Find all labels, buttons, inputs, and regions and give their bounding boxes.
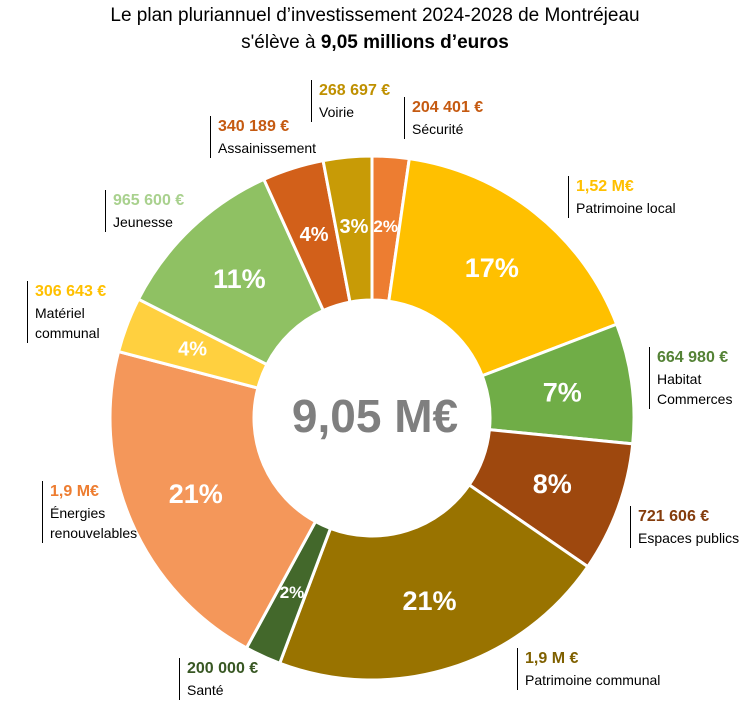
pct-label-materiel: 4% [178,339,207,361]
callout-energies-label-1: Énergies [50,505,106,521]
slice-voirie [321,154,374,304]
callout-patrimoine-local-label: Patrimoine local [576,200,676,216]
chart-title-line2: s'élève à 9,05 millions d’euros [0,29,750,56]
pct-label-voirie: 3% [340,216,369,238]
pct-label-patrimoine-communal: 21% [402,586,456,616]
callout-securite: 204 401 € Sécurité [404,97,483,139]
callout-patrimoine-communal-amount: 1,9 M € [525,650,579,667]
callout-espaces-publics: 721 606 € Espaces publics [630,506,739,548]
callout-sante-label: Santé [187,682,224,698]
callout-assainissement-label: Assainissement [218,140,317,156]
pct-label-energies: 21% [169,479,223,509]
callout-habitat-label-2: Commerces [657,391,733,407]
slice-patrimoine-local [387,156,619,378]
callout-voirie-label: Voirie [319,104,355,120]
callout-energies-amount: 1,9 M€ [50,483,99,500]
callout-habitat-label-1: Habitat [657,371,702,387]
callout-patrimoine-local-amount: 1,52 M€ [576,178,634,195]
callout-espaces-publics-label: Espaces publics [638,530,740,546]
callout-jeunesse-label: Jeunesse [113,214,173,230]
pct-label-securite: 2% [373,217,398,236]
slice-jeunesse [136,177,326,367]
callout-materiel-amount: 306 643 € [35,283,107,300]
chart-title-line2-prefix: s'élève à [241,32,321,53]
callout-assainissement-amount: 340 189 € [218,118,290,135]
callout-materiel-label-2: communal [35,325,100,341]
donut-slices [108,154,636,682]
chart-title: Le plan pluriannuel d’investissement 202… [0,2,750,56]
callout-jeunesse-amount: 965 600 € [113,192,185,209]
pct-label-jeunesse: 11% [213,264,266,294]
chart-title-line1: Le plan pluriannuel d’investissement 202… [110,5,640,26]
pct-label-habitat: 7% [543,377,582,407]
pct-label-espaces-publics: 8% [533,469,572,499]
center-total-label: 9,05 M€ [292,390,458,442]
callout-patrimoine-communal: 1,9 M € Patrimoine communal [517,648,660,690]
pct-label-assainissement: 4% [300,224,329,246]
callout-patrimoine-local: 1,52 M€ Patrimoine local [568,176,676,218]
callout-energies-label-2: renouvelables [50,525,138,541]
percent-labels: 2% 17% 7% 8% 21% 2% 21% 4% 11% 4% 3% [169,216,582,616]
pct-label-sante: 2% [280,583,305,602]
callout-voirie: 268 697 € Voirie [311,80,390,122]
callout-habitat-amount: 664 980 € [657,349,729,366]
callout-sante-amount: 200 000 € [187,660,259,677]
callout-assainissement: 340 189 € Assainissement [210,116,316,158]
callout-habitat: 664 980 € Habitat Commerces [649,347,732,409]
callout-securite-amount: 204 401 € [412,99,484,116]
slice-patrimoine-communal [277,482,590,682]
callout-patrimoine-communal-label: Patrimoine communal [525,672,661,688]
slice-energies [108,349,318,651]
callout-jeunesse: 965 600 € Jeunesse [105,190,184,232]
callout-energies: 1,9 M€ Énergies renouvelables [42,481,137,543]
callout-voirie-amount: 268 697 € [319,82,391,99]
callout-sante: 200 000 € Santé [179,658,258,700]
callout-materiel: 306 643 € Matériel communal [27,281,106,343]
callout-securite-label: Sécurité [412,121,464,137]
callout-espaces-publics-amount: 721 606 € [638,508,710,525]
chart-title-line2-bold: 9,05 millions d’euros [320,32,509,53]
callout-materiel-label-1: Matériel [35,305,85,321]
pct-label-patrimoine-local: 17% [465,253,519,283]
